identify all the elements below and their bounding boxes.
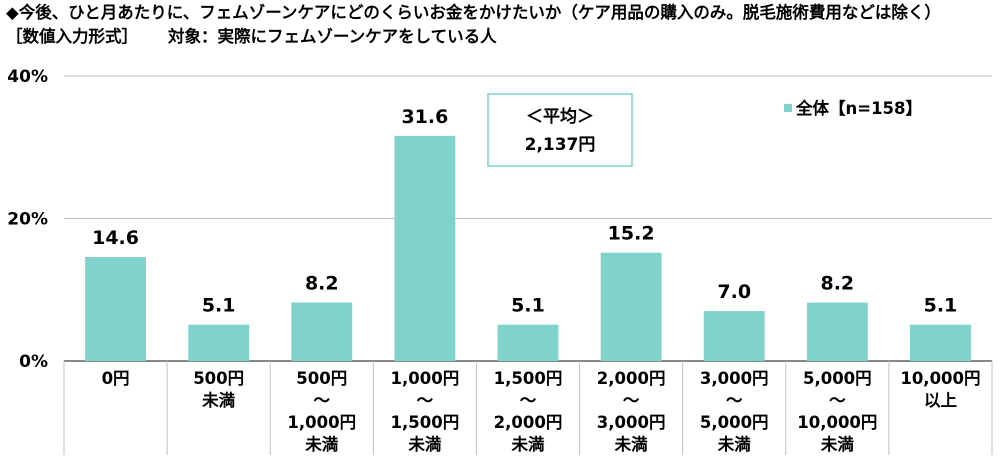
average-value: 2,137円 — [525, 135, 596, 155]
average-label: ＜平均＞ — [526, 106, 594, 127]
bar — [910, 324, 971, 361]
category-label: ～ — [417, 391, 434, 410]
category-label: ～ — [623, 391, 640, 410]
value-label: 15.2 — [608, 223, 655, 245]
input-format-label: ［数値入力形式］ — [6, 27, 138, 46]
value-label: 31.6 — [401, 106, 448, 128]
category-label: 0円 — [102, 369, 130, 388]
category-label: 未満 — [718, 434, 752, 454]
category-label: ～ — [520, 391, 537, 410]
value-label: 5.1 — [202, 295, 236, 317]
bar — [394, 135, 456, 361]
category-label: 未満 — [615, 434, 649, 454]
category-label: 未満 — [202, 390, 236, 410]
value-labels: 14.6 5.1 8.2 31.6 5.1 15.2 7.0 8.2 5.1 — [92, 106, 957, 317]
bar — [188, 324, 250, 361]
y-tick-label: 40% — [7, 67, 48, 87]
category-label: ～ — [314, 391, 331, 410]
category-label: 未満 — [821, 434, 855, 454]
value-label: 8.2 — [305, 273, 339, 295]
legend-swatch — [784, 104, 792, 112]
category-label: 1,500円 — [494, 369, 563, 388]
category-label: 未満 — [512, 434, 546, 454]
category-dividers — [63, 361, 993, 455]
category-label: 10,000円 — [797, 413, 877, 432]
value-label: 7.0 — [717, 281, 751, 303]
y-tick-label: 20% — [7, 210, 48, 230]
value-label: 5.1 — [924, 295, 958, 317]
category-label: 3,000円 — [700, 369, 769, 388]
value-label: 5.1 — [511, 295, 545, 317]
category-label: 1,500円 — [391, 413, 460, 432]
y-axis-ticks: 0% 20% 40% — [7, 67, 48, 372]
bar — [291, 302, 353, 361]
category-label: 5,000円 — [700, 413, 769, 432]
bar — [703, 311, 765, 361]
category-labels: 0円 500円未満500円～1,000円未満1,000円～1,500円未満1,50… — [102, 369, 981, 454]
category-label: 10,000円 — [900, 369, 980, 388]
category-label: ～ — [726, 391, 743, 410]
bar — [806, 302, 868, 361]
category-label: 3,000円 — [597, 413, 666, 432]
category-label: 未満 — [305, 434, 339, 454]
y-tick-label: 0% — [19, 352, 48, 372]
category-label: 2,000円 — [597, 369, 666, 388]
bar — [85, 256, 146, 361]
category-label: 以上 — [924, 391, 957, 410]
category-label: 2,000円 — [494, 413, 563, 432]
legend-label: 全体【n=158】 — [795, 98, 922, 118]
value-label: 14.6 — [92, 227, 139, 249]
chart-subtitle: ［数値入力形式］ 対象：実際にフェムゾーンケアをしている人 — [6, 26, 497, 48]
category-label: 1,000円 — [287, 413, 356, 432]
chart-title: ◆今後、ひと月あたりに、フェムゾーンケアにどのくらいお金をかけたいか（ケア用品の… — [6, 3, 941, 22]
category-label: 500円 — [296, 369, 347, 388]
category-label: 500円 — [193, 369, 244, 388]
category-label: 5,000円 — [803, 369, 872, 388]
category-label: 1,000円 — [391, 369, 460, 388]
average-box — [487, 93, 633, 167]
bars — [85, 135, 971, 361]
category-label: ～ — [829, 391, 846, 410]
target-label: 対象：実際にフェムゾーンケアをしている人 — [168, 27, 497, 46]
bar — [600, 252, 662, 361]
bar — [497, 324, 559, 361]
value-label: 8.2 — [820, 273, 854, 295]
category-label: 未満 — [408, 434, 442, 454]
